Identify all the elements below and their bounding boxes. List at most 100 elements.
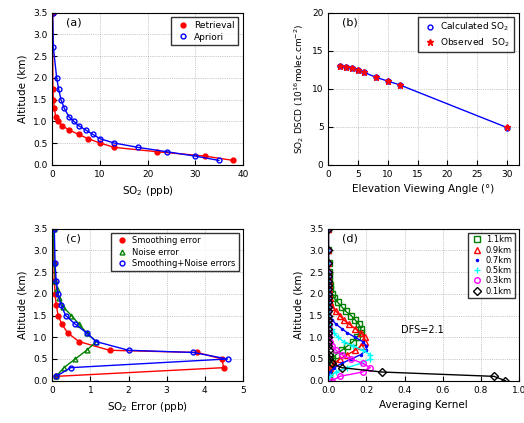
0.1km (325, 335, 332, 340)
Apriori (163, 149, 170, 154)
1.1km (326, 283, 333, 288)
Smoothing error (50, 226, 57, 231)
Apriori (50, 45, 57, 50)
0.9km (325, 248, 332, 253)
0.1km (325, 261, 332, 266)
Retrieval (49, 10, 56, 15)
0.9km (357, 343, 364, 349)
0.3km (325, 274, 332, 279)
Noise error (76, 321, 82, 327)
0.1km (325, 278, 332, 283)
0.1km (325, 274, 332, 279)
Calculated SO$_2$ (385, 79, 391, 84)
0.9km (326, 291, 332, 297)
Smoothing error (55, 313, 61, 318)
Apriori (71, 119, 77, 124)
Retrieval (59, 123, 65, 128)
0.3km (367, 365, 374, 370)
1.1km (325, 374, 332, 379)
Text: (c): (c) (66, 233, 81, 243)
Calculated SO$_2$ (337, 63, 343, 69)
1.1km (339, 348, 345, 353)
Apriori (61, 106, 68, 111)
Text: DFS=2.1: DFS=2.1 (401, 325, 443, 335)
0.5km (350, 343, 356, 349)
1.1km (356, 321, 362, 327)
0.1km (329, 361, 335, 366)
Smoothing+Noise errors (224, 357, 231, 362)
0.9km (337, 357, 343, 362)
0.1km (325, 348, 332, 353)
0.5km (367, 357, 374, 362)
0.1km (491, 374, 497, 379)
0.5km (331, 330, 337, 335)
1.1km (352, 317, 358, 322)
Smoothing error (221, 365, 227, 370)
Smoothing error (76, 339, 82, 344)
1.1km (327, 361, 333, 366)
0.7km (339, 361, 345, 366)
1.1km (327, 287, 333, 292)
Legend: Retrieval, Apriori: Retrieval, Apriori (171, 17, 238, 45)
Smoothing error (194, 350, 200, 355)
0.7km (327, 313, 333, 318)
Line: 0.3km: 0.3km (325, 226, 373, 384)
0.3km (325, 291, 332, 297)
Calculated SO$_2$ (349, 65, 355, 70)
1.1km (344, 343, 351, 349)
0.5km (357, 361, 364, 366)
Text: (d): (d) (342, 233, 357, 243)
0.7km (352, 335, 358, 340)
Noise error (72, 357, 79, 362)
Observed   SO$_2$ (397, 83, 403, 88)
0.1km (325, 283, 332, 288)
Apriori (49, 10, 56, 15)
0.5km (325, 283, 332, 288)
0.5km (325, 304, 332, 309)
0.9km (346, 321, 353, 327)
0.3km (359, 361, 366, 366)
Retrieval (50, 86, 56, 91)
1.1km (325, 261, 332, 266)
0.1km (378, 369, 385, 374)
0.7km (325, 283, 332, 288)
0.3km (329, 343, 335, 349)
Observed   SO$_2$ (385, 79, 391, 84)
0.3km (326, 330, 332, 335)
Y-axis label: Altitude (km): Altitude (km) (18, 55, 28, 123)
Noise error (93, 339, 100, 344)
Observed   SO$_2$ (373, 75, 379, 80)
0.9km (329, 304, 335, 309)
Apriori (90, 132, 96, 137)
Calculated SO$_2$ (343, 65, 350, 70)
0.5km (325, 226, 332, 231)
0.9km (325, 274, 332, 279)
0.1km (325, 226, 332, 231)
0.9km (352, 326, 358, 331)
0.5km (325, 269, 332, 275)
0.7km (327, 369, 333, 374)
0.3km (325, 287, 332, 292)
Smoothing error (64, 330, 71, 335)
0.7km (325, 291, 332, 297)
0.1km (325, 287, 332, 292)
Apriori (135, 145, 141, 150)
0.5km (325, 274, 332, 279)
Retrieval (85, 136, 91, 141)
0.9km (325, 269, 332, 275)
Smoothing+Noise errors (125, 348, 132, 353)
Noise error (53, 374, 59, 379)
0.3km (359, 369, 366, 374)
0.7km (325, 378, 332, 383)
Noise error (56, 296, 62, 301)
1.1km (339, 304, 345, 309)
Apriori (216, 158, 222, 163)
0.7km (325, 296, 332, 301)
Retrieval (52, 115, 59, 120)
Apriori (75, 123, 82, 128)
1.1km (325, 369, 332, 374)
1.1km (326, 278, 332, 283)
0.7km (326, 304, 332, 309)
0.7km (325, 278, 332, 283)
Smoothing+Noise errors (55, 291, 61, 297)
